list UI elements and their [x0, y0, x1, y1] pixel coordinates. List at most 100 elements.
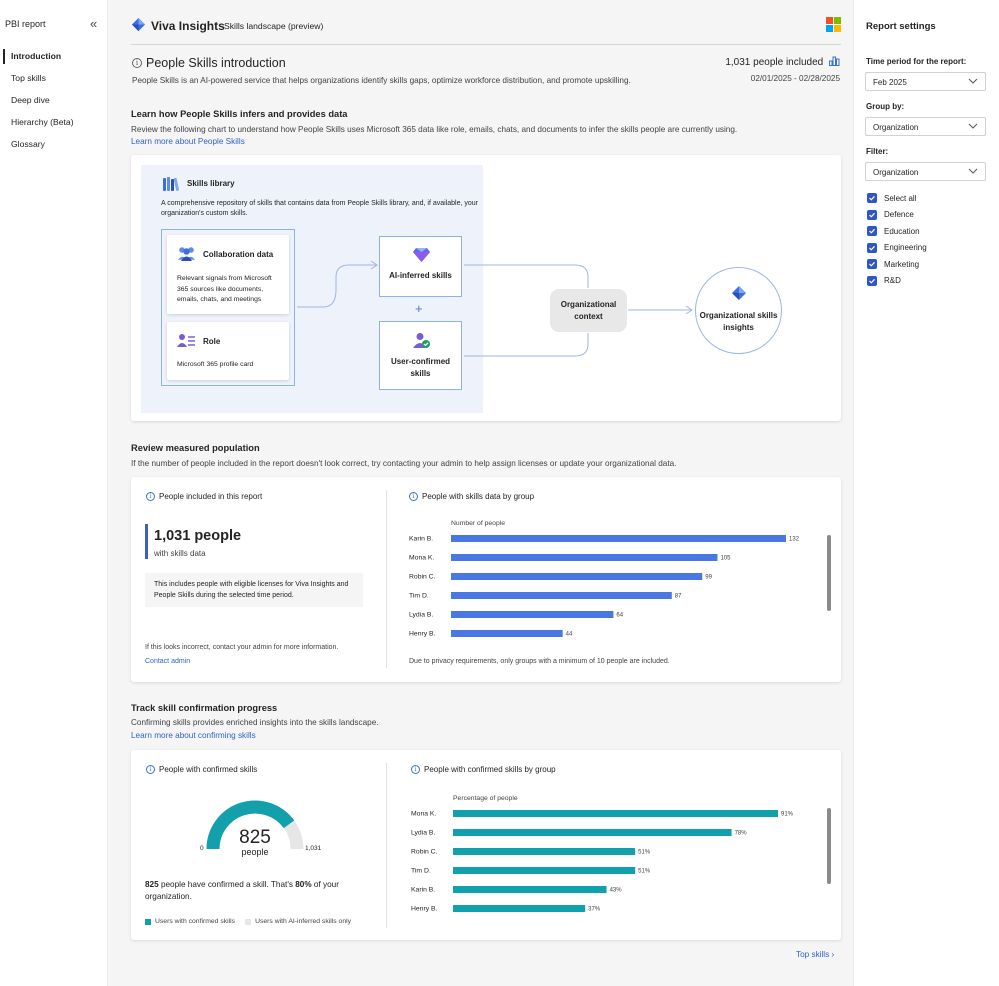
time-period-label: Time period for the report: [866, 57, 967, 66]
learn-more-people-skills-link[interactable]: Learn more about People Skills [131, 137, 245, 146]
checkbox-checked-icon[interactable] [867, 242, 877, 253]
skills-by-group-card-title: i People with skills data by group [409, 492, 534, 501]
info-icon[interactable]: i [409, 492, 418, 501]
organizational-context-box: Organizational context [550, 289, 627, 332]
filter-checkbox-education[interactable]: Education [867, 226, 920, 236]
category-label: Robin C. [411, 849, 438, 856]
filter-checkbox-r-d[interactable]: R&D [867, 275, 901, 286]
gauge-unit: people [241, 847, 269, 857]
intro-description: People Skills is an AI-powered service t… [132, 76, 631, 85]
left-nav: PBI report « Introduction Top skills Dee… [0, 0, 108, 986]
confirmed-by-group-card-title-text: People with confirmed skills by group [424, 765, 556, 774]
category-label: Mona K. [411, 811, 436, 818]
people-included-count: 1,031 people included [700, 56, 840, 69]
filter-checkbox-select-all[interactable]: Select all [867, 193, 916, 203]
ai-inferred-skills-label: AI-inferred skills [389, 271, 452, 280]
diagram-card: Skills library A comprehensive repositor… [131, 155, 841, 421]
bar [453, 810, 778, 817]
data-label: 43% [610, 888, 623, 894]
filter-checkbox-defence[interactable]: Defence [867, 209, 914, 220]
bar [453, 886, 607, 893]
chart-scrollbar[interactable] [827, 535, 831, 611]
gauge-fill [206, 800, 295, 850]
nav-list: Introduction Top skills Deep dive Hierar… [0, 47, 108, 157]
collaboration-data-desc: Relevant signals from Microsoft 365 sour… [177, 275, 272, 303]
category-label: Henry B. [411, 906, 438, 913]
checkbox-label: Select all [884, 193, 917, 203]
viva-logo-icon [131, 17, 146, 37]
checkbox-checked-icon[interactable] [867, 226, 877, 236]
info-icon[interactable]: i [132, 58, 142, 68]
checkbox-label: R&D [884, 276, 901, 285]
checkbox-checked-icon[interactable] [867, 193, 877, 203]
nav-item-introduction[interactable]: Introduction [0, 47, 108, 69]
people-included-card-title: i People included in this report [146, 492, 262, 501]
gauge-value: 825 [239, 827, 271, 848]
diagram-connectors [297, 260, 693, 357]
data-label: 51% [638, 850, 651, 856]
time-period-value: Feb 2025 [873, 78, 907, 87]
confirmed-summary-text: 825 people have confirmed a skill. That'… [145, 879, 365, 903]
checkbox-checked-icon[interactable] [867, 209, 877, 220]
confirmed-count: 825 [145, 880, 159, 889]
data-label: 132 [789, 537, 800, 543]
bar-chart-icon[interactable] [829, 56, 840, 69]
user-confirmed-skills-box: User-confirmed skills [379, 321, 462, 390]
category-label: Karin B. [409, 536, 433, 543]
data-label: 87 [675, 594, 682, 600]
diamond-gem-icon [412, 247, 431, 268]
confirmed-skills-gauge [206, 800, 304, 850]
confirmed-percent: 80% [295, 880, 312, 889]
info-icon[interactable]: i [411, 765, 420, 774]
category-label: Tim D. [409, 593, 429, 600]
data-label: 64 [616, 613, 623, 619]
role-desc: Microsoft 365 profile card [177, 361, 254, 368]
checkbox-checked-icon[interactable] [867, 259, 877, 269]
checkbox-label: Education [884, 226, 920, 236]
bar [451, 535, 786, 542]
checkbox-checked-icon[interactable] [867, 275, 877, 286]
report-settings-title: Report settings [866, 21, 936, 32]
nav-item-glossary[interactable]: Glossary [11, 139, 45, 149]
card-divider [386, 490, 387, 668]
skills-library-title: Skills library [187, 179, 235, 188]
nav-item-top-skills[interactable]: Top skills [11, 73, 46, 83]
category-label: Henry B. [409, 631, 436, 638]
filter-checkbox-engineering[interactable]: Engineering [867, 242, 927, 253]
incorrect-data-text: If this looks incorrect, contact your ad… [145, 644, 339, 651]
checkbox-label: Marketing [884, 259, 920, 269]
bar [451, 554, 718, 561]
people-group-icon [177, 246, 196, 266]
bar [453, 905, 586, 912]
group-by-label: Group by: [866, 102, 905, 111]
info-icon[interactable]: i [146, 492, 155, 501]
info-icon[interactable]: i [146, 765, 155, 774]
gauge-legend: Users with confirmed skills Users with A… [145, 918, 351, 925]
confirmed-skills-card-title: i People with confirmed skills [146, 765, 257, 774]
nav-item-deep-dive[interactable]: Deep dive [11, 95, 50, 105]
data-label: 51% [638, 869, 651, 875]
next-page-link[interactable]: Top skills › [796, 950, 834, 959]
gauge-min: 0 [200, 845, 204, 852]
contact-admin-link[interactable]: Contact admin [145, 658, 191, 665]
chart-scrollbar[interactable] [827, 808, 831, 884]
plus-icon: + [415, 301, 423, 316]
chevron-down-icon [968, 121, 978, 133]
group-by-select[interactable]: Organization [865, 117, 986, 136]
viva-insights-icon [731, 285, 747, 306]
time-period-select[interactable]: Feb 2025 [865, 72, 986, 91]
learn-more-confirming-link[interactable]: Learn more about confirming skills [131, 731, 256, 740]
collapse-nav-icon[interactable]: « [90, 16, 98, 31]
bar [451, 630, 563, 637]
nav-item-hierarchy[interactable]: Hierarchy (Beta) [11, 117, 74, 127]
checkbox-label: Defence [884, 210, 914, 219]
bar [451, 611, 614, 618]
confirmed-by-group-chart: Percentage of people Mona K. 91% Lydia B. 78… [411, 795, 794, 913]
filter-select[interactable]: Organization [865, 162, 986, 181]
confirmed-summary-end: of your organization. [145, 880, 339, 901]
filter-checkbox-marketing[interactable]: Marketing [867, 259, 919, 269]
learn-section-title: Learn how People Skills infers and provi… [131, 109, 348, 119]
bar [453, 867, 636, 874]
legend-confirmed-label: Users with confirmed skills [155, 918, 236, 925]
skills-library-description: A comprehensive repository of skills tha… [161, 200, 478, 217]
